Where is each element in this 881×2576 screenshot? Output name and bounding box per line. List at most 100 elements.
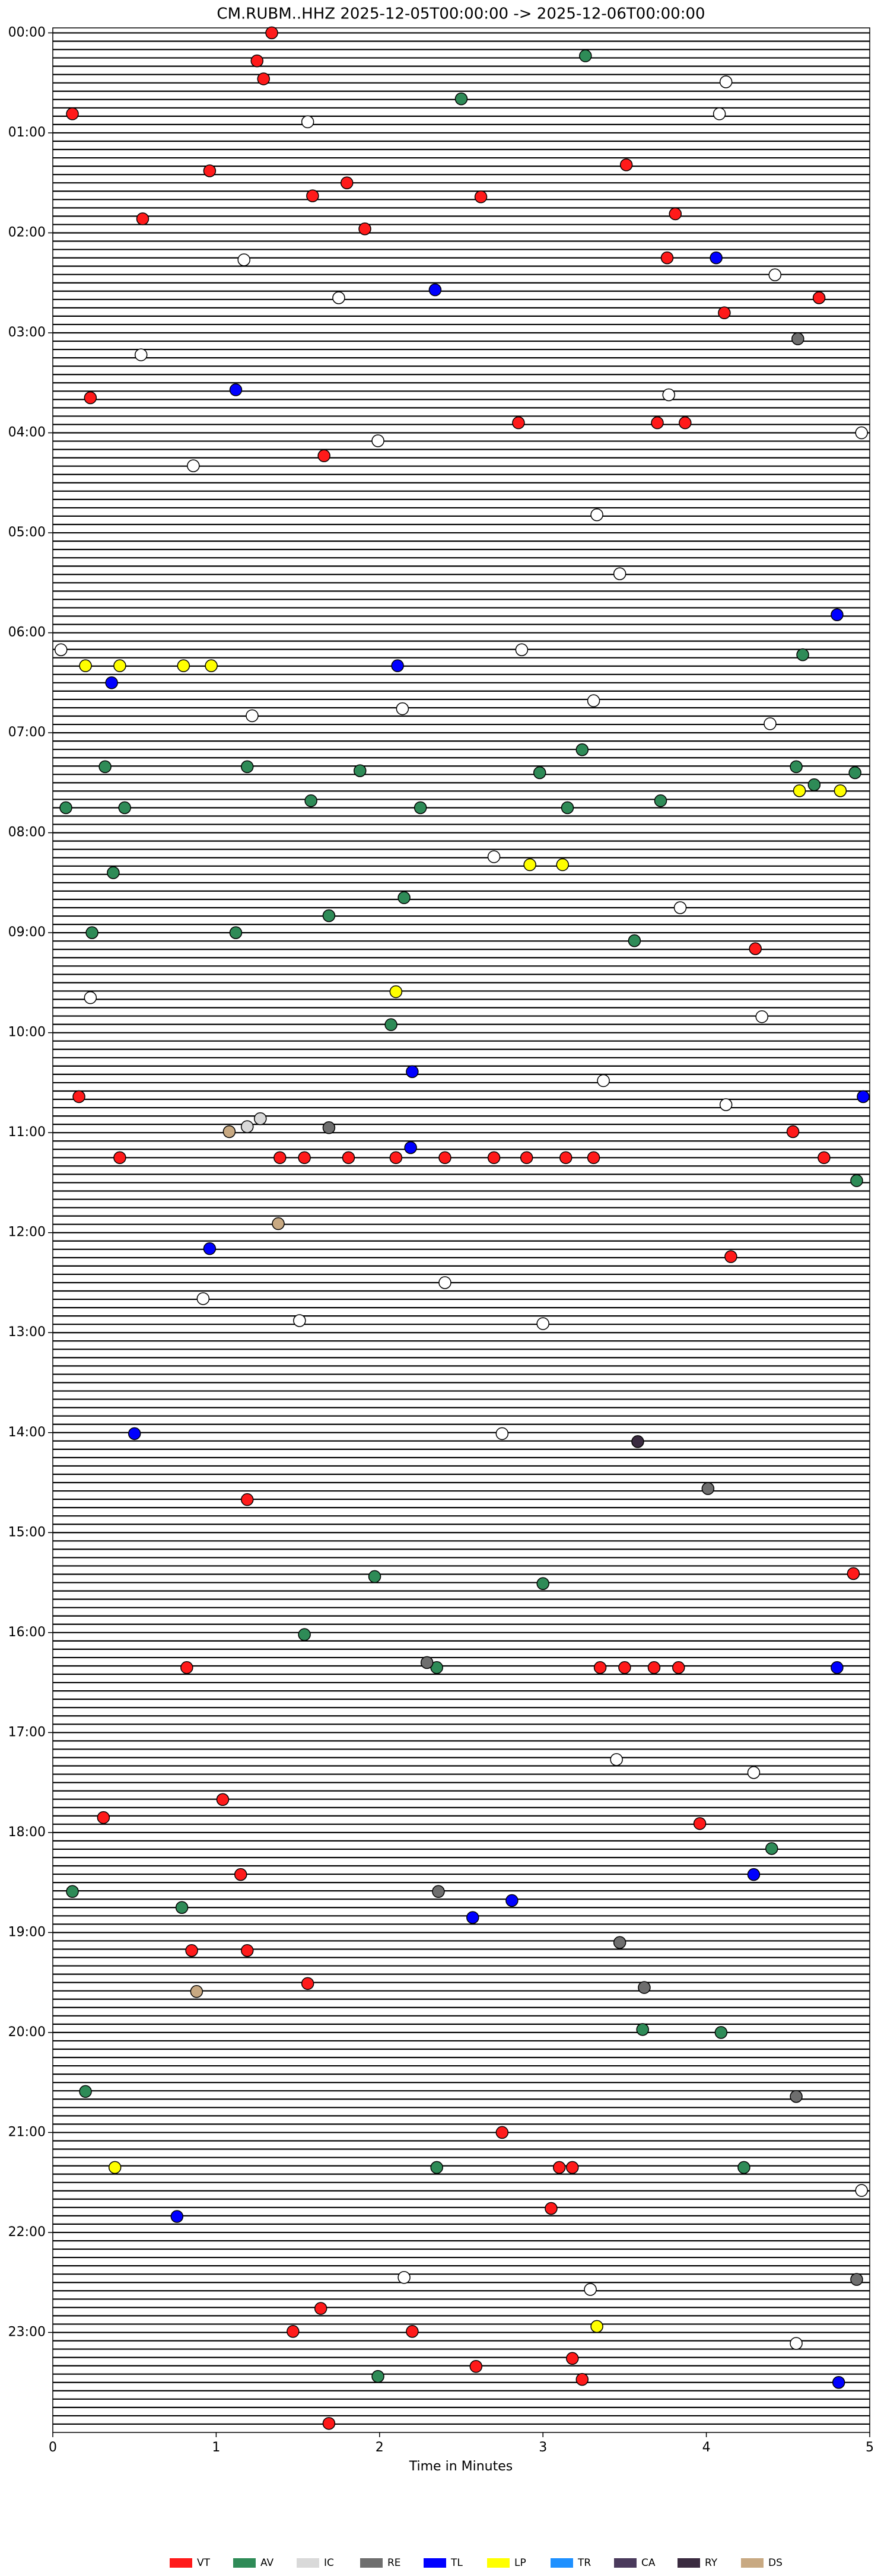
- event-marker: [545, 2202, 558, 2215]
- event-marker: [747, 1766, 761, 1779]
- event-marker: [304, 794, 317, 807]
- y-tick-label: 20:00: [8, 2025, 46, 2040]
- event-marker: [272, 1217, 285, 1230]
- event-marker: [619, 158, 633, 171]
- event-marker: [246, 709, 259, 723]
- event-marker: [298, 1151, 311, 1165]
- y-tick-label: 23:00: [8, 2324, 46, 2339]
- event-marker: [187, 459, 200, 472]
- event-marker: [240, 1120, 254, 1133]
- event-marker: [662, 388, 676, 402]
- y-tick-label: 12:00: [8, 1225, 46, 1240]
- event-marker: [128, 1427, 141, 1440]
- event-marker: [719, 75, 733, 88]
- y-tick-label: 02:00: [8, 225, 46, 240]
- event-marker: [693, 1817, 707, 1830]
- event-marker: [847, 1567, 860, 1580]
- event-marker: [389, 1151, 403, 1165]
- event-marker: [234, 1868, 247, 1881]
- event-marker: [180, 1661, 193, 1674]
- event-marker: [170, 2210, 184, 2223]
- event-marker: [566, 2161, 579, 2174]
- legend-swatch: [614, 2558, 637, 2568]
- event-marker: [118, 801, 131, 815]
- plot-frame: [52, 27, 870, 2433]
- legend-label: TL: [450, 2557, 463, 2569]
- event-marker: [566, 2352, 579, 2365]
- event-marker: [579, 49, 592, 62]
- legend-swatch: [551, 2558, 573, 2568]
- event-marker: [495, 2126, 509, 2139]
- y-tick-label: 17:00: [8, 1725, 46, 1739]
- legend-label: DS: [768, 2557, 783, 2569]
- legend-swatch: [170, 2558, 192, 2568]
- y-tick-label: 05:00: [8, 525, 46, 540]
- y-tick-label: 11:00: [8, 1125, 46, 1140]
- event-marker: [561, 801, 574, 815]
- event-marker: [432, 1885, 445, 1898]
- legend-label: TR: [577, 2557, 591, 2569]
- legend-swatch: [297, 2558, 319, 2568]
- event-marker: [672, 1661, 685, 1674]
- event-marker: [651, 416, 664, 430]
- event-marker: [105, 676, 118, 689]
- x-tick-label: 0: [49, 2440, 57, 2455]
- event-marker: [306, 189, 319, 202]
- event-marker: [786, 1125, 800, 1138]
- event-marker: [831, 1661, 844, 1674]
- y-tick-label: 18:00: [8, 1825, 46, 1840]
- y-tick-label: 22:00: [8, 2225, 46, 2240]
- event-marker: [107, 866, 120, 879]
- event-marker: [796, 648, 809, 662]
- legend-swatch: [487, 2558, 510, 2568]
- event-marker: [301, 115, 314, 129]
- event-marker: [175, 1901, 189, 1914]
- event-marker: [216, 1793, 230, 1806]
- event-marker: [647, 1661, 661, 1674]
- event-marker: [293, 1314, 306, 1327]
- event-marker: [205, 659, 218, 672]
- event-marker: [749, 942, 762, 955]
- event-marker: [371, 434, 384, 447]
- event-marker: [669, 207, 682, 221]
- event-marker: [229, 926, 243, 939]
- event-marker: [354, 764, 367, 777]
- y-tick-label: 19:00: [8, 1925, 46, 1939]
- legend-label: RY: [705, 2557, 718, 2569]
- event-marker: [273, 1151, 287, 1165]
- y-tick-label: 04:00: [8, 425, 46, 440]
- event-marker: [631, 1435, 644, 1448]
- y-tick-label: 16:00: [8, 1625, 46, 1640]
- event-marker: [724, 1250, 737, 1263]
- y-tick-label: 03:00: [8, 325, 46, 340]
- y-tick-label: 06:00: [8, 625, 46, 640]
- event-marker: [768, 268, 782, 282]
- event-marker: [520, 1151, 533, 1165]
- event-marker: [240, 1493, 254, 1506]
- y-tick-label: 01:00: [8, 125, 46, 140]
- event-marker: [660, 251, 674, 265]
- event-marker: [536, 1577, 549, 1590]
- event-marker: [397, 891, 411, 904]
- event-marker: [469, 2360, 483, 2373]
- event-marker: [185, 1944, 198, 1957]
- event-marker: [790, 2090, 803, 2103]
- event-marker: [414, 801, 427, 815]
- event-marker: [718, 306, 731, 320]
- event-marker: [438, 1276, 451, 1289]
- y-tick-label: 14:00: [8, 1425, 46, 1440]
- event-marker: [97, 1811, 110, 1824]
- event-marker: [737, 2161, 750, 2174]
- event-marker: [342, 1151, 355, 1165]
- event-marker: [265, 26, 278, 40]
- event-marker: [714, 2026, 728, 2039]
- event-marker: [229, 383, 243, 396]
- event-marker: [832, 2375, 845, 2389]
- legend-swatch: [741, 2558, 764, 2568]
- event-marker: [636, 2023, 649, 2036]
- event-marker: [613, 1936, 626, 1949]
- legend-swatch: [233, 2558, 256, 2568]
- event-marker: [584, 2283, 597, 2296]
